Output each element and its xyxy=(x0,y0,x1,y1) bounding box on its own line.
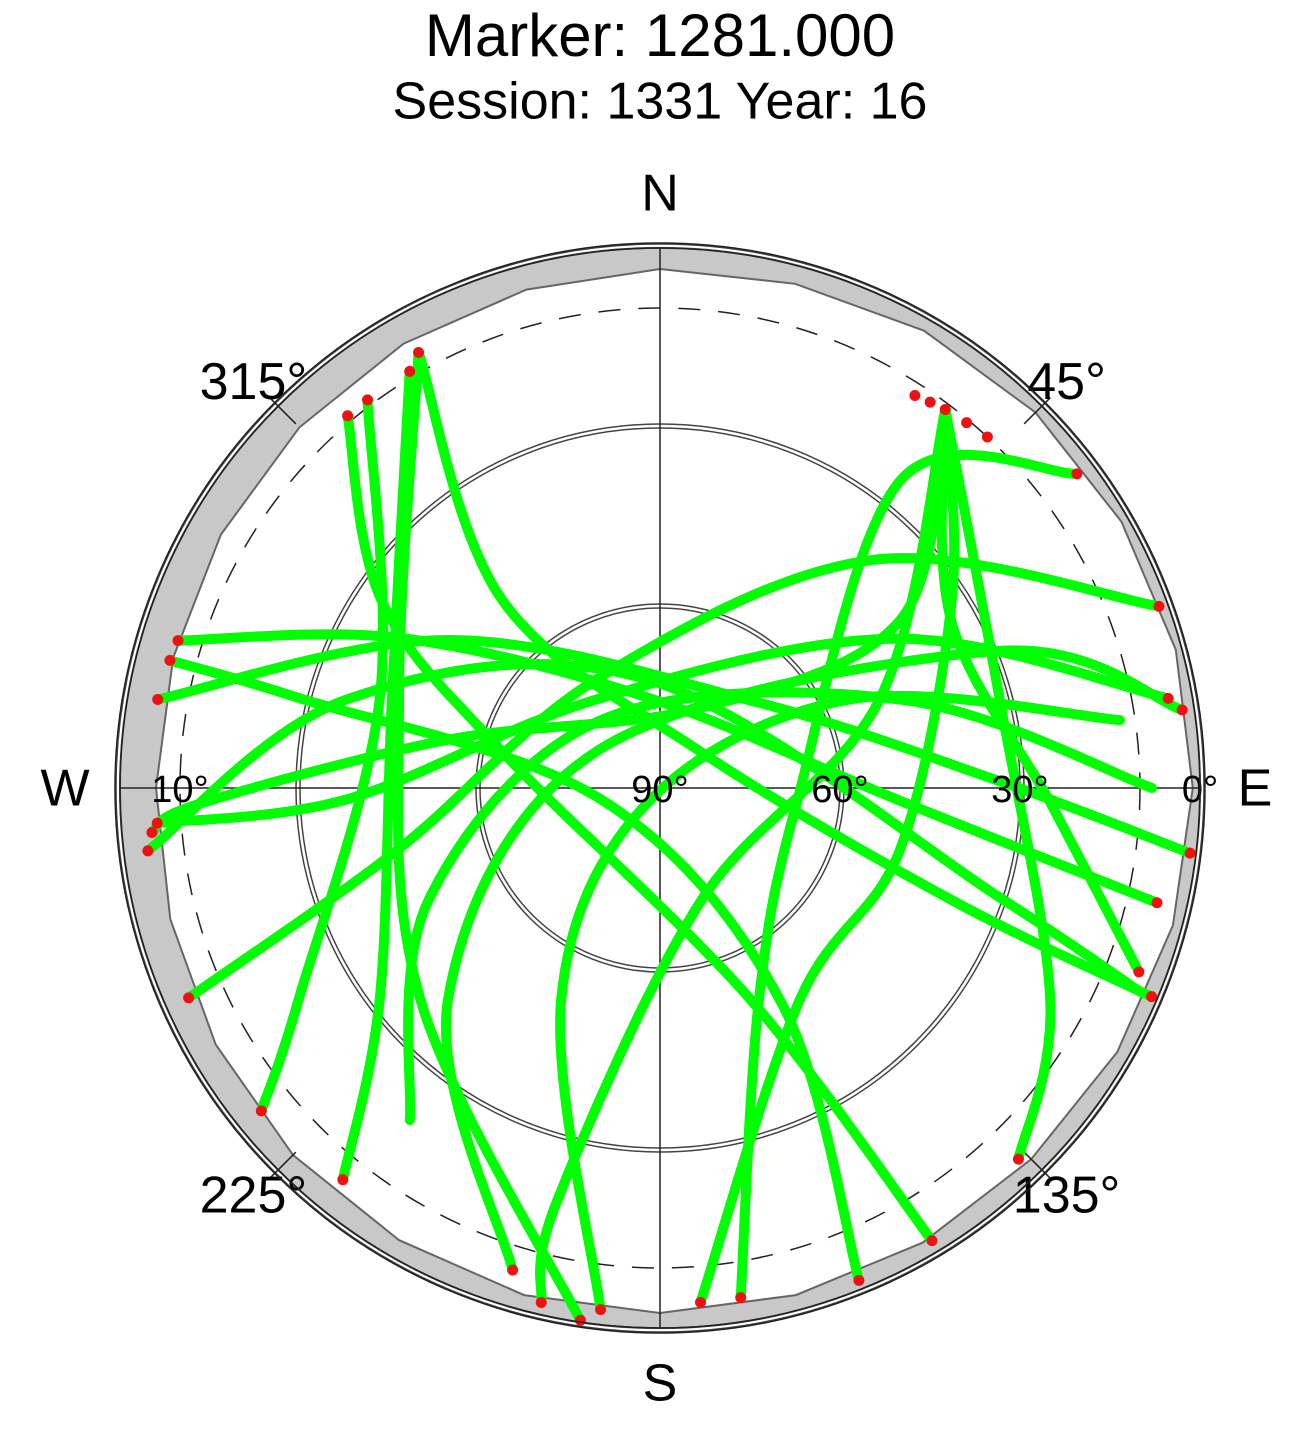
elevation-circle-outer xyxy=(115,243,1205,1333)
low-elevation-point xyxy=(507,1264,519,1276)
satellite-track xyxy=(256,394,388,1116)
low-elevation-point xyxy=(924,396,936,408)
low-elevation-point xyxy=(981,431,993,443)
low-elevation-point xyxy=(1162,692,1174,704)
low-elevation-point xyxy=(574,1314,586,1326)
azimuth-line xyxy=(1023,1151,1051,1179)
low-elevation-point xyxy=(172,635,184,647)
satellite-track xyxy=(342,410,937,1246)
satellite-track xyxy=(695,404,960,1308)
low-elevation-point xyxy=(146,826,158,838)
satellite-track xyxy=(413,347,1157,1002)
low-elevation-point xyxy=(1012,1153,1024,1165)
low-elevation-point xyxy=(909,390,921,402)
azimuth-label: 315° xyxy=(200,353,308,411)
satellite-track xyxy=(535,404,951,1308)
azimuth-label: N xyxy=(641,165,679,223)
satellite-track xyxy=(392,347,586,1326)
low-elevation-point xyxy=(1071,468,1083,480)
azimuth-label: 135° xyxy=(1013,1166,1121,1224)
azimuth-label: E xyxy=(1238,760,1273,818)
horizon-circle-outer xyxy=(114,242,1206,1334)
chart-subtitle: Session: 1331 Year: 16 xyxy=(393,73,928,131)
low-elevation-point xyxy=(1133,966,1145,978)
azimuth-label: 225° xyxy=(200,1166,308,1224)
elevation-label: 60° xyxy=(811,769,868,811)
low-elevation-point xyxy=(1151,897,1163,909)
low-elevation-point xyxy=(152,693,164,705)
low-elevation-point xyxy=(535,1296,547,1308)
low-elevation-point xyxy=(1184,847,1196,859)
low-elevation-point xyxy=(853,1274,865,1286)
azimuth-label: 45° xyxy=(1027,353,1106,411)
low-elevation-point xyxy=(183,992,195,1004)
azimuth-label: S xyxy=(643,1355,678,1413)
satellite-track xyxy=(936,404,1144,977)
low-elevation-point xyxy=(255,1105,267,1117)
azimuth-line xyxy=(269,1151,297,1179)
low-elevation-point xyxy=(939,403,951,415)
low-elevation-point xyxy=(1146,991,1158,1003)
satellite-track xyxy=(152,634,1195,859)
satellite-track xyxy=(165,655,864,1286)
low-elevation-point xyxy=(595,1304,607,1316)
low-elevation-point xyxy=(735,1292,747,1304)
satellite-track xyxy=(337,366,415,1185)
low-elevation-point xyxy=(151,817,163,829)
horizon-circle xyxy=(119,247,1201,1329)
low-elevation-point xyxy=(142,845,154,857)
low-elevation-point xyxy=(404,365,416,377)
chart-title: Marker: 1281.000 xyxy=(425,2,895,69)
azimuth-line xyxy=(1023,397,1051,425)
low-elevation-point xyxy=(342,410,354,422)
low-elevation-point xyxy=(961,417,973,429)
azimuth-label: W xyxy=(40,760,89,818)
low-elevation-point xyxy=(1176,704,1188,716)
elevation-label: 10° xyxy=(151,769,208,811)
low-elevation-point xyxy=(1153,600,1165,612)
elevation-label: 90° xyxy=(631,769,688,811)
low-elevation-point xyxy=(164,654,176,666)
low-elevation-point xyxy=(337,1174,349,1186)
low-elevation-point xyxy=(413,346,425,358)
satellite-track xyxy=(940,404,1056,1165)
satellite-track xyxy=(142,658,1146,997)
low-elevation-point xyxy=(694,1296,706,1308)
azimuth-line xyxy=(269,397,297,425)
low-elevation-point xyxy=(362,394,374,406)
satellite-track xyxy=(173,629,1162,908)
elevation-label: 30° xyxy=(991,769,1048,811)
low-elevation-point xyxy=(926,1235,938,1247)
